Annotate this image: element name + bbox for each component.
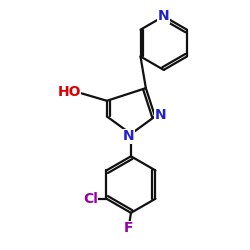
Text: HO: HO: [57, 85, 81, 99]
Text: N: N: [123, 129, 134, 143]
Text: Cl: Cl: [83, 192, 98, 206]
Text: F: F: [124, 221, 134, 235]
Text: N: N: [158, 9, 170, 23]
Text: N: N: [154, 108, 166, 122]
